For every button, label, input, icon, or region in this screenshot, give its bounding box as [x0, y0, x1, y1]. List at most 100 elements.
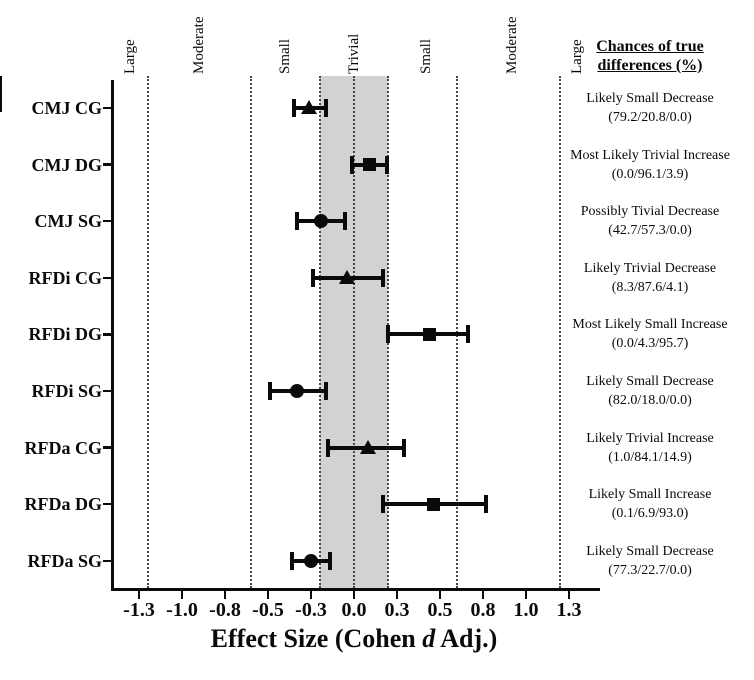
- mean-marker-square: [426, 497, 440, 511]
- chance-text-block: Likely Trivial Decrease (8.3/87.6/4.1): [584, 259, 716, 297]
- chance-label: Likely Small Decrease: [586, 374, 714, 389]
- confidence-interval-cap-right: [381, 268, 386, 287]
- right-column-header-line1: Chances of true: [596, 38, 704, 55]
- y-axis-line: [111, 80, 114, 591]
- chance-text-block: Possibly Tivial Decrease (42.7/57.3/0.0): [581, 202, 719, 240]
- magnitude-zone-label: Small: [417, 38, 434, 74]
- row-label: RFDa DG: [24, 494, 103, 515]
- row-label: CMJ SG: [34, 211, 103, 232]
- confidence-interval-cap-left: [295, 212, 300, 231]
- x-axis-tick: [352, 591, 356, 599]
- chance-percentages: (79.2/20.8/0.0): [608, 110, 692, 125]
- mean-marker-triangle: [301, 100, 318, 114]
- scan-artifact: [0, 76, 2, 112]
- confidence-interval-cap-left: [386, 325, 391, 344]
- y-axis-row-tick: [103, 163, 111, 166]
- row-label: RFDi DG: [28, 324, 103, 345]
- x-axis-tick: [395, 591, 399, 599]
- right-column-header: Chances of true differences (%): [596, 37, 704, 75]
- chance-text-block: Most Likely Trivial Increase (0.0/96.1/3.…: [570, 146, 730, 184]
- chance-label: Likely Trivial Decrease: [583, 260, 717, 276]
- x-axis-tick: [223, 591, 227, 599]
- y-axis-row-tick: [103, 219, 111, 223]
- mean-marker-circle: [290, 384, 305, 398]
- x-axis-tick-label: -1.0: [166, 599, 198, 621]
- confidence-interval-cap-right: [327, 551, 332, 570]
- magnitude-zone-label: Moderate: [190, 16, 207, 74]
- mean-marker-square: [423, 327, 437, 341]
- chance-label: Most Likely Small Increase: [572, 317, 728, 333]
- chance-label: Likely Small Decrease: [586, 91, 714, 106]
- x-axis-title-italic-d: d: [422, 624, 436, 653]
- chance-percentages: (42.7/57.3/0.0): [608, 223, 692, 239]
- x-axis-title-prefix: Effect Size (Cohen: [210, 624, 423, 653]
- threshold-dotted-line: [353, 76, 355, 588]
- chance-label: Likely Small Decrease: [586, 543, 714, 559]
- magnitude-zone-label: Small: [276, 38, 293, 74]
- x-axis-tick: [137, 591, 141, 599]
- chance-percentages: (0.0/4.3/95.7): [611, 336, 689, 352]
- confidence-interval-cap-right: [401, 438, 406, 457]
- magnitude-zone-label: Moderate: [503, 16, 520, 74]
- chance-label: Possibly Tivial Decrease: [580, 204, 720, 220]
- chance-percentages: (82.0/18.0/0.0): [608, 393, 692, 408]
- y-axis-row-tick: [103, 446, 111, 449]
- x-axis-tick: [481, 591, 485, 599]
- magnitude-zone-label: Large: [121, 39, 138, 74]
- y-axis-row-tick: [103, 276, 111, 280]
- x-axis-tick: [309, 591, 313, 599]
- x-axis-tick-label: -1.3: [123, 599, 155, 621]
- chance-text-block: Likely Small Increase (0.1/6.9/93.0): [589, 485, 712, 523]
- chance-text-block: Likely Small Decrease (77.3/22.7/0.0): [586, 542, 714, 580]
- x-axis-tick-label: 0.5: [427, 599, 453, 621]
- x-axis-tick: [180, 591, 184, 599]
- x-axis-tick-label: 0.0: [341, 599, 367, 621]
- chance-label: Likely Trivial Increase: [586, 430, 714, 446]
- magnitude-zone-label: Large: [569, 39, 586, 74]
- x-axis-tick: [438, 591, 442, 599]
- threshold-dotted-line: [559, 76, 562, 588]
- y-axis-row-tick: [103, 502, 111, 506]
- confidence-interval-cap-left: [326, 438, 331, 457]
- confidence-interval-cap-right: [324, 382, 329, 400]
- chance-percentages: (8.3/87.6/4.1): [611, 279, 689, 295]
- mean-marker-square: [362, 158, 376, 172]
- x-axis-tick-label: -0.8: [209, 599, 241, 621]
- chance-percentages: (77.3/22.7/0.0): [608, 562, 692, 578]
- threshold-dotted-line: [146, 76, 149, 588]
- magnitude-zone-label: Trivial: [345, 33, 362, 74]
- chance-text-block: Likely Trivial Increase (1.0/84.1/14.9): [586, 429, 714, 467]
- x-axis-tick-label: 1.3: [556, 599, 582, 621]
- confidence-interval-cap-left: [267, 382, 272, 400]
- threshold-dotted-line: [249, 76, 252, 588]
- x-axis-tick-label: 1.0: [513, 599, 539, 621]
- x-axis-line: [111, 588, 600, 591]
- threshold-dotted-line: [318, 76, 321, 588]
- row-label: CMJ CG: [31, 98, 103, 118]
- confidence-interval-cap-left: [290, 551, 295, 570]
- x-axis-tick-label: -0.5: [252, 599, 284, 621]
- confidence-interval-cap-right: [324, 99, 329, 117]
- x-axis-tick: [567, 591, 571, 599]
- confidence-interval-cap-left: [381, 495, 386, 514]
- x-axis-tick: [524, 591, 528, 599]
- mean-marker-circle: [304, 553, 318, 568]
- row-label: RFDi SG: [31, 381, 102, 401]
- mean-marker-circle: [314, 214, 329, 229]
- threshold-dotted-line: [456, 76, 459, 588]
- row-label: RFDa CG: [24, 437, 103, 458]
- x-axis-tick-label: -0.3: [295, 599, 327, 621]
- confidence-interval-cap-right: [465, 325, 470, 344]
- y-axis-row-tick: [103, 333, 111, 336]
- chance-label: Likely Small Increase: [588, 487, 712, 503]
- confidence-interval-cap-right: [343, 212, 348, 231]
- mean-marker-triangle: [359, 439, 376, 454]
- row-label: RFDi CG: [28, 267, 103, 288]
- y-axis-row-tick: [103, 559, 111, 563]
- right-column-header-line2: differences (%): [597, 57, 703, 74]
- chance-text-block: Most Likely Small Increase (0.0/4.3/95.7): [572, 315, 727, 353]
- chance-label: Most Likely Trivial Increase: [570, 147, 730, 163]
- confidence-interval-cap-left: [291, 99, 296, 117]
